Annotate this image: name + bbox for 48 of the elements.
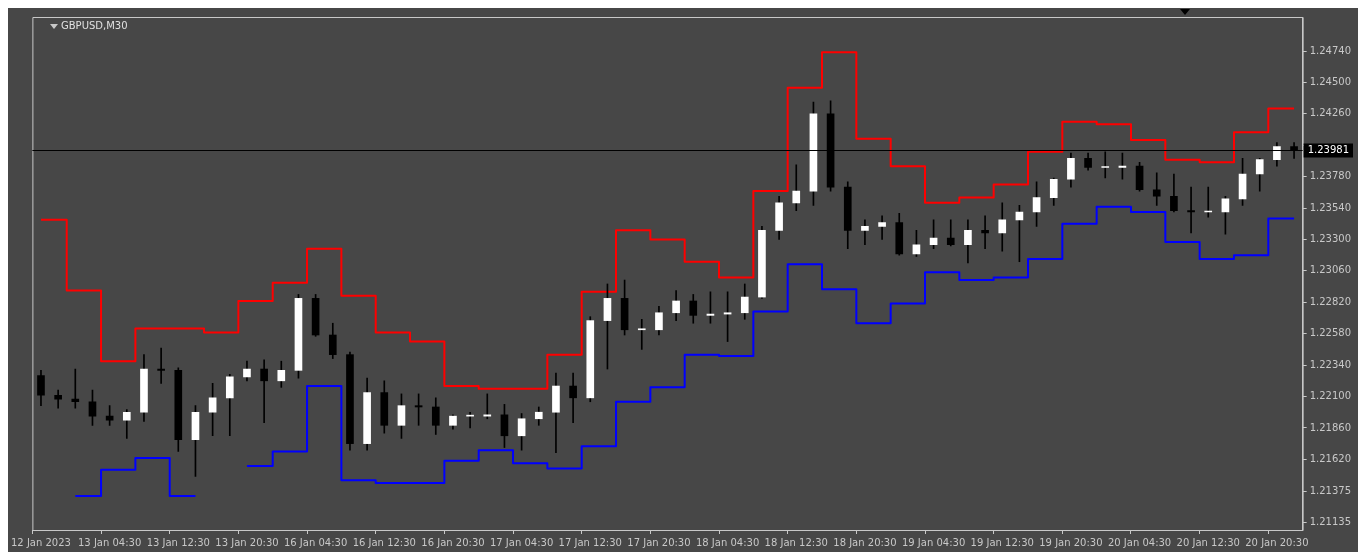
y-tick-label: 1.24740 (1309, 44, 1352, 56)
candlestick (861, 219, 869, 246)
x-tick-label: 18 Jan 20:30 (833, 536, 897, 548)
x-tick-label: 20 Jan 20:30 (1245, 536, 1309, 548)
x-tick-label: 16 Jan 12:30 (352, 536, 416, 548)
x-tick-label: 16 Jan 20:30 (421, 536, 485, 548)
y-tick-label: 1.23540 (1309, 201, 1352, 213)
x-tick-label: 18 Jan 12:30 (764, 536, 828, 548)
x-tick-label: 13 Jan 20:30 (215, 536, 279, 548)
x-tick-label: 13 Jan 04:30 (77, 536, 142, 548)
candlestick (981, 215, 989, 249)
x-tick-label: 13 Jan 12:30 (146, 536, 210, 548)
candlestick (1187, 186, 1195, 234)
x-tick-label: 17 Jan 12:30 (558, 536, 622, 548)
candlestick (569, 372, 577, 424)
candlestick (878, 215, 886, 240)
y-tick-label: 1.23060 (1309, 264, 1352, 276)
x-tick-label: 17 Jan 20:30 (627, 536, 691, 548)
x-tick-label: 16 Jan 04:30 (283, 536, 348, 548)
x-tick-label: 20 Jan 12:30 (1176, 536, 1240, 548)
candlestick (260, 359, 268, 424)
candlestick (157, 347, 165, 384)
y-tick-label: 1.22820 (1309, 295, 1352, 307)
x-tick-label: 18 Jan 04:30 (695, 536, 760, 548)
y-tick-label: 1.23300 (1309, 233, 1352, 245)
x-tick-label: 19 Jan 04:30 (901, 536, 966, 548)
y-tick-label: 1.24500 (1309, 76, 1352, 88)
x-tick-label: 19 Jan 20:30 (1039, 536, 1103, 548)
y-tick-label: 1.21375 (1309, 484, 1352, 496)
y-tick-label: 1.22100 (1309, 390, 1352, 402)
x-tick-label: 20 Jan 04:30 (1107, 536, 1172, 548)
x-tick-label: 19 Jan 12:30 (970, 536, 1034, 548)
candlestick (1152, 172, 1161, 206)
chart-title: GBPUSD,M30 (61, 20, 128, 31)
y-tick-label: 1.23780 (1309, 170, 1352, 182)
y-tick-label: 1.21860 (1309, 421, 1352, 433)
y-tick-label: 1.21135 (1309, 516, 1352, 528)
y-tick-label: 1.22580 (1309, 327, 1352, 339)
candlestick (122, 409, 131, 439)
y-tick-label: 1.21620 (1309, 452, 1352, 464)
candlestick (54, 389, 62, 409)
x-tick-label: 12 Jan 2023 (11, 536, 71, 548)
y-tick-label: 1.22340 (1309, 358, 1352, 370)
x-tick-label: 17 Jan 04:30 (489, 536, 554, 548)
candlestick (637, 318, 646, 350)
candlestick (71, 368, 80, 409)
ref-line-label: 1.23981 (1307, 144, 1350, 156)
y-tick-label: 1.24260 (1309, 107, 1352, 119)
